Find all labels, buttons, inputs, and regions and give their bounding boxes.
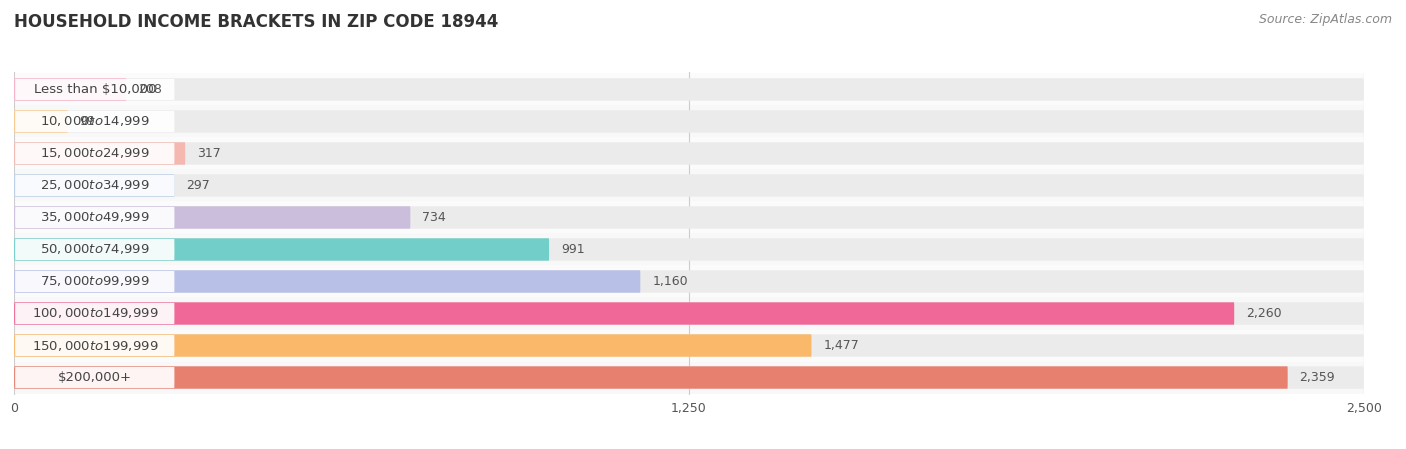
Text: Less than $10,000: Less than $10,000 [34, 83, 156, 96]
Text: $150,000 to $199,999: $150,000 to $199,999 [31, 339, 157, 352]
FancyBboxPatch shape [14, 110, 67, 132]
Bar [14, 265, 1364, 298]
Bar [14, 106, 1364, 137]
FancyBboxPatch shape [15, 335, 174, 356]
FancyBboxPatch shape [14, 206, 1364, 229]
Text: Source: ZipAtlas.com: Source: ZipAtlas.com [1258, 13, 1392, 26]
FancyBboxPatch shape [15, 175, 174, 196]
FancyBboxPatch shape [15, 271, 174, 292]
Text: HOUSEHOLD INCOME BRACKETS IN ZIP CODE 18944: HOUSEHOLD INCOME BRACKETS IN ZIP CODE 18… [14, 13, 499, 31]
FancyBboxPatch shape [15, 239, 174, 260]
FancyBboxPatch shape [14, 142, 186, 165]
Text: 317: 317 [197, 147, 221, 160]
Text: 208: 208 [138, 83, 162, 96]
FancyBboxPatch shape [14, 142, 1364, 165]
FancyBboxPatch shape [15, 303, 174, 324]
Text: 2,359: 2,359 [1299, 371, 1336, 384]
Bar [14, 233, 1364, 265]
FancyBboxPatch shape [14, 270, 1364, 293]
FancyBboxPatch shape [15, 207, 174, 228]
FancyBboxPatch shape [14, 174, 1364, 197]
Text: $25,000 to $34,999: $25,000 to $34,999 [39, 178, 149, 193]
Bar [14, 169, 1364, 202]
FancyBboxPatch shape [14, 335, 811, 357]
FancyBboxPatch shape [14, 270, 640, 293]
FancyBboxPatch shape [14, 206, 411, 229]
Text: 991: 991 [561, 243, 585, 256]
Text: 99: 99 [79, 115, 96, 128]
Bar [14, 74, 1364, 106]
Text: 297: 297 [186, 179, 209, 192]
FancyBboxPatch shape [14, 366, 1288, 389]
FancyBboxPatch shape [14, 238, 550, 261]
Text: $10,000 to $14,999: $10,000 to $14,999 [39, 114, 149, 128]
FancyBboxPatch shape [15, 143, 174, 164]
FancyBboxPatch shape [15, 367, 174, 388]
FancyBboxPatch shape [14, 174, 174, 197]
FancyBboxPatch shape [14, 335, 1364, 357]
FancyBboxPatch shape [14, 110, 1364, 132]
Text: $100,000 to $149,999: $100,000 to $149,999 [31, 307, 157, 321]
Bar [14, 137, 1364, 169]
Text: 1,477: 1,477 [824, 339, 859, 352]
Bar [14, 298, 1364, 330]
Text: 2,260: 2,260 [1246, 307, 1282, 320]
FancyBboxPatch shape [14, 302, 1364, 325]
Text: $50,000 to $74,999: $50,000 to $74,999 [39, 242, 149, 256]
Text: $200,000+: $200,000+ [58, 371, 132, 384]
Bar [14, 330, 1364, 361]
FancyBboxPatch shape [14, 238, 1364, 261]
FancyBboxPatch shape [14, 78, 1364, 101]
Text: $75,000 to $99,999: $75,000 to $99,999 [39, 274, 149, 289]
FancyBboxPatch shape [14, 366, 1364, 389]
Text: 734: 734 [422, 211, 446, 224]
Text: $15,000 to $24,999: $15,000 to $24,999 [39, 146, 149, 160]
FancyBboxPatch shape [15, 111, 174, 132]
Bar [14, 202, 1364, 233]
Bar [14, 361, 1364, 393]
Text: $35,000 to $49,999: $35,000 to $49,999 [39, 211, 149, 224]
FancyBboxPatch shape [15, 79, 174, 100]
FancyBboxPatch shape [14, 302, 1234, 325]
FancyBboxPatch shape [14, 78, 127, 101]
Text: 1,160: 1,160 [652, 275, 688, 288]
